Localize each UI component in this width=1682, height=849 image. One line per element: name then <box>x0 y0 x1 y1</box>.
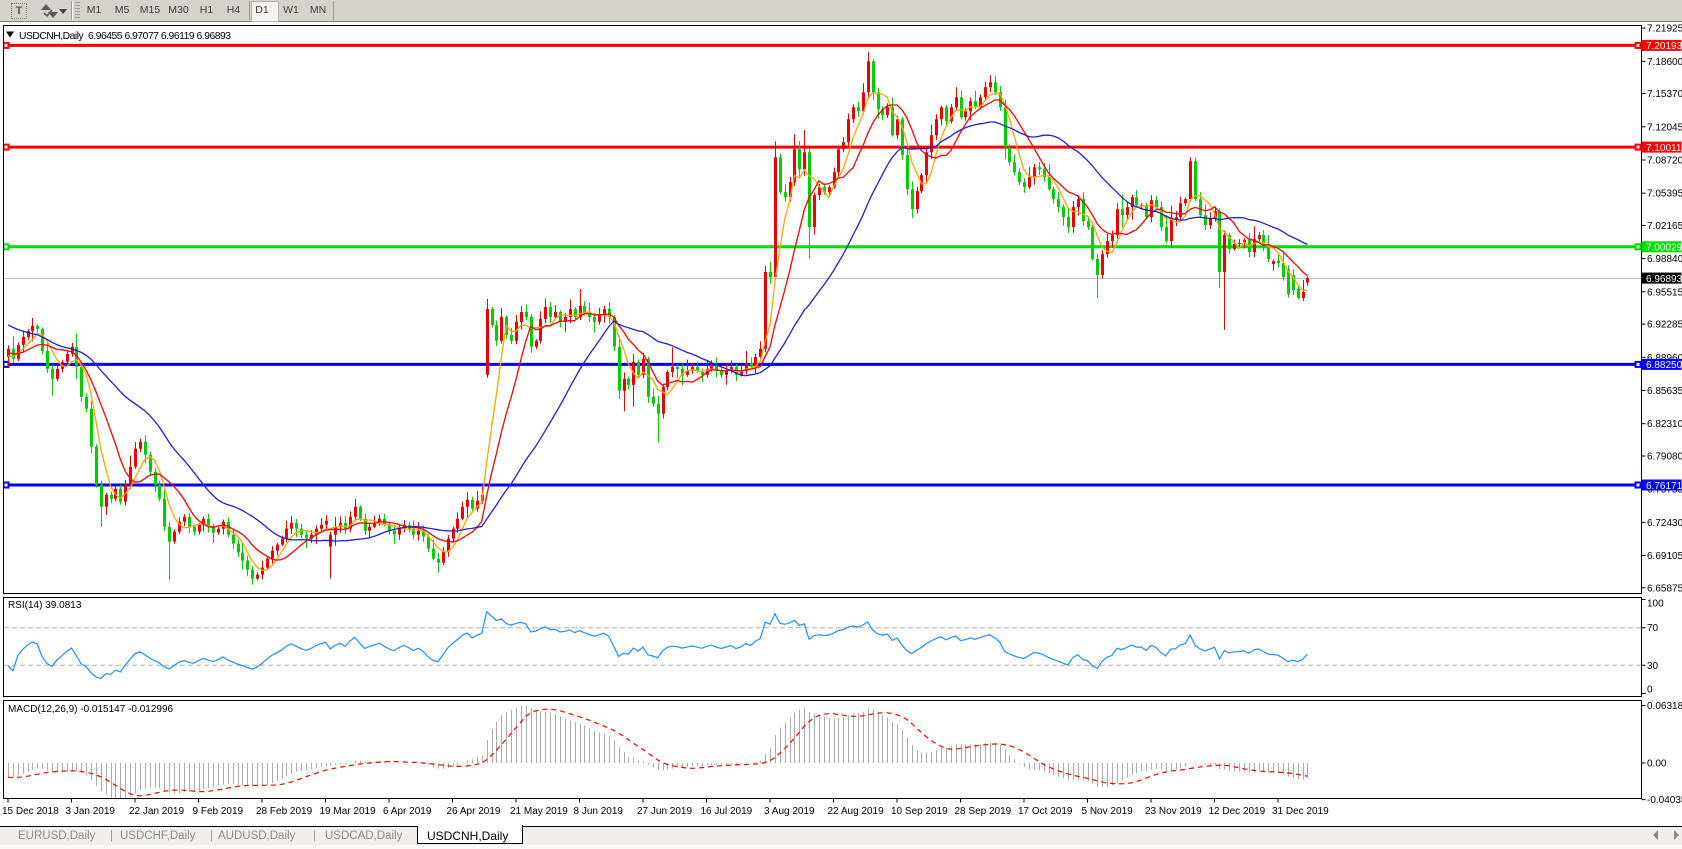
svg-text:21 May 2019: 21 May 2019 <box>510 806 568 817</box>
svg-text:RSI(14) 39.0813: RSI(14) 39.0813 <box>8 600 82 611</box>
svg-text:15 Dec 2018: 15 Dec 2018 <box>2 806 59 817</box>
svg-text:7.02165: 7.02165 <box>1647 221 1682 232</box>
svg-text:6 Apr 2019: 6 Apr 2019 <box>383 806 432 817</box>
svg-text:27 Jun 2019: 27 Jun 2019 <box>637 806 692 817</box>
svg-text:6.69105: 6.69105 <box>1647 551 1682 562</box>
svg-text:70: 70 <box>1647 623 1659 634</box>
svg-text:7.05395: 7.05395 <box>1647 189 1682 200</box>
svg-text:30: 30 <box>1647 661 1659 672</box>
svg-text:17 Oct 2019: 17 Oct 2019 <box>1018 806 1073 817</box>
svg-text:6.88960: 6.88960 <box>1647 353 1682 364</box>
svg-text:28 Sep 2019: 28 Sep 2019 <box>955 806 1012 817</box>
svg-text:0.063184: 0.063184 <box>1647 701 1682 712</box>
svg-text:28 Feb 2019: 28 Feb 2019 <box>256 806 313 817</box>
svg-text:26 Apr 2019: 26 Apr 2019 <box>447 806 501 817</box>
svg-text:7.08720: 7.08720 <box>1647 156 1682 167</box>
svg-text:6.82310: 6.82310 <box>1647 419 1682 430</box>
svg-text:100: 100 <box>1647 599 1664 610</box>
svg-text:6.96893: 6.96893 <box>1646 274 1682 285</box>
svg-text:7.20193: 7.20193 <box>1646 41 1682 52</box>
svg-text:0.00: 0.00 <box>1647 759 1667 770</box>
svg-text:6.72430: 6.72430 <box>1647 518 1682 529</box>
svg-text:7.10011: 7.10011 <box>1646 143 1682 154</box>
svg-text:3 Aug 2019: 3 Aug 2019 <box>764 806 815 817</box>
svg-text:12 Dec 2019: 12 Dec 2019 <box>1209 806 1266 817</box>
svg-text:7.15370: 7.15370 <box>1647 89 1682 100</box>
svg-text:-0.040355: -0.040355 <box>1647 795 1682 806</box>
svg-text:22 Jan 2019: 22 Jan 2019 <box>129 806 184 817</box>
svg-text:6.92285: 6.92285 <box>1647 320 1682 331</box>
svg-text:6.76171: 6.76171 <box>1646 481 1682 492</box>
svg-text:6.79080: 6.79080 <box>1647 452 1682 463</box>
svg-text:7.12045: 7.12045 <box>1647 122 1682 133</box>
svg-text:7.18600: 7.18600 <box>1647 57 1682 68</box>
svg-text:5 Nov 2019: 5 Nov 2019 <box>1082 806 1134 817</box>
svg-text:6.88250: 6.88250 <box>1646 360 1682 371</box>
svg-text:6.95515: 6.95515 <box>1647 287 1682 298</box>
svg-text:19 Mar 2019: 19 Mar 2019 <box>320 806 377 817</box>
svg-text:MACD(12,26,9) -0.015147 -0.012: MACD(12,26,9) -0.015147 -0.012996 <box>8 704 174 715</box>
svg-text:31 Dec 2019: 31 Dec 2019 <box>1272 806 1329 817</box>
svg-text:10 Sep 2019: 10 Sep 2019 <box>891 806 948 817</box>
svg-text:22 Aug 2019: 22 Aug 2019 <box>828 806 885 817</box>
svg-text:6.98840: 6.98840 <box>1647 254 1682 265</box>
svg-text:USDCNH,Daily 6.96455 6.97077: USDCNH,Daily 6.96455 6.97077 6.96119 6.9… <box>19 31 231 42</box>
svg-text:16 Jul 2019: 16 Jul 2019 <box>701 806 753 817</box>
svg-text:23 Nov 2019: 23 Nov 2019 <box>1145 806 1202 817</box>
svg-text:8 Jun 2019: 8 Jun 2019 <box>574 806 624 817</box>
svg-text:3 Jan 2019: 3 Jan 2019 <box>66 806 116 817</box>
svg-text:6.85635: 6.85635 <box>1647 386 1682 397</box>
svg-text:6.65875: 6.65875 <box>1647 583 1682 594</box>
svg-text:7.00029: 7.00029 <box>1646 243 1682 254</box>
svg-text:9 Feb 2019: 9 Feb 2019 <box>193 806 244 817</box>
svg-text:7.21925: 7.21925 <box>1647 24 1682 35</box>
svg-text:0: 0 <box>1647 685 1653 696</box>
